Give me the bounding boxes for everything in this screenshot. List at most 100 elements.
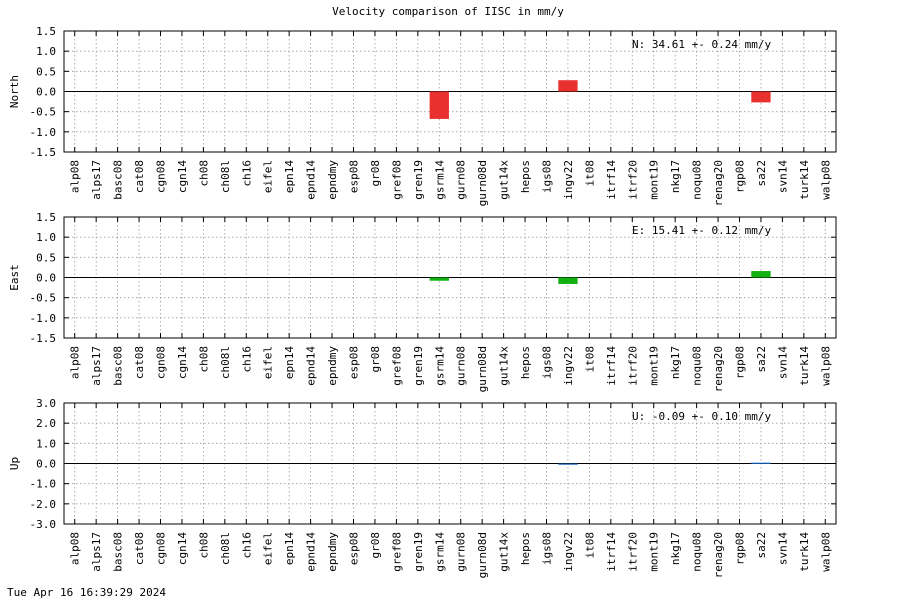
x-tick-label: nkg17 <box>669 160 682 193</box>
x-tick-label: cgn08 <box>155 160 168 193</box>
x-tick-label: it08 <box>583 346 596 373</box>
velocity-annotation: N: 34.61 +- 0.24 mm/y <box>632 38 771 51</box>
x-tick-label: alps17 <box>90 532 103 572</box>
x-tick-label: basc08 <box>112 532 125 572</box>
x-tick-label: renag20 <box>712 346 725 392</box>
x-tick-label: epn14 <box>283 346 296 379</box>
x-tick-label: sa22 <box>755 160 768 187</box>
y-tick-label: 0.0 <box>36 458 56 471</box>
x-tick-label: gref08 <box>390 532 403 572</box>
x-tick-label: sa22 <box>755 346 768 373</box>
x-tick-label: walp08 <box>819 532 832 572</box>
y-tick-label: 1.5 <box>36 211 56 224</box>
x-tick-label: rgp08 <box>734 160 747 193</box>
x-tick-label: gurn08 <box>455 346 468 386</box>
x-tick-label: svn14 <box>776 532 789 565</box>
x-tick-label: cgn14 <box>176 532 189 565</box>
y-axis-label: North <box>8 75 21 108</box>
x-tick-label: hepos <box>519 346 532 379</box>
bar-ingv22 <box>558 80 578 92</box>
x-tick-label: itrf20 <box>626 160 639 200</box>
x-tick-label: gsrm14 <box>433 532 446 572</box>
x-tick-label: epn14 <box>283 532 296 565</box>
chart-title: Velocity comparison of IISC in mm/y <box>332 5 564 18</box>
y-tick-label: 1.0 <box>36 45 56 58</box>
bar-ingv22 <box>558 463 578 465</box>
x-tick-label: cat08 <box>133 346 146 379</box>
y-tick-label: 2.0 <box>36 417 56 430</box>
x-tick-label: gut14x <box>498 160 511 200</box>
y-tick-label: 1.0 <box>36 231 56 244</box>
x-tick-label: rgp08 <box>734 532 747 565</box>
x-tick-label: ingv22 <box>562 346 575 386</box>
x-tick-label: itrf20 <box>626 532 639 572</box>
x-tick-label: alp08 <box>69 346 82 379</box>
x-tick-label: epndmy <box>326 346 339 386</box>
x-tick-label: ingv22 <box>562 532 575 572</box>
y-axis-label: East <box>8 264 21 291</box>
x-tick-label: eifel <box>262 346 275 379</box>
plot-frame <box>63 402 837 525</box>
x-tick-label: walp08 <box>819 160 832 200</box>
y-tick-label: -1.5 <box>30 332 57 345</box>
x-tick-label: epn14 <box>283 160 296 193</box>
x-tick-label: ch08l <box>219 160 232 193</box>
x-tick-label: gut14x <box>498 532 511 572</box>
x-tick-label: hepos <box>519 160 532 193</box>
x-tick-label: gut14x <box>498 346 511 386</box>
x-tick-label: ch16 <box>240 160 253 187</box>
x-tick-label: cgn14 <box>176 346 189 379</box>
x-tick-label: svn14 <box>776 346 789 379</box>
x-tick-label: gren19 <box>412 532 425 572</box>
x-tick-label: gren19 <box>412 346 425 386</box>
x-tick-label: ch08 <box>197 160 210 187</box>
x-tick-label: noqu08 <box>691 160 704 200</box>
x-tick-label: ch08l <box>219 532 232 565</box>
x-tick-label: renag20 <box>712 160 725 206</box>
x-tick-label: itrf14 <box>605 346 618 386</box>
y-tick-label: 1.5 <box>36 25 56 38</box>
bar-ingv22 <box>558 277 578 284</box>
x-tick-label: cgn08 <box>155 346 168 379</box>
x-tick-label: cat08 <box>133 532 146 565</box>
x-tick-label: itrf14 <box>605 532 618 572</box>
x-tick-label: sa22 <box>755 532 768 559</box>
y-tick-label: 0.5 <box>36 251 56 264</box>
y-tick-label: -1.0 <box>30 312 57 325</box>
x-tick-label: ch16 <box>240 532 253 559</box>
bar-sa22 <box>751 91 771 103</box>
x-tick-label: gref08 <box>390 346 403 386</box>
y-tick-label: -3.0 <box>30 518 57 531</box>
x-tick-label: esp08 <box>348 532 361 565</box>
x-tick-label: nkg17 <box>669 532 682 565</box>
x-tick-label: esp08 <box>348 346 361 379</box>
y-tick-label: -2.0 <box>30 498 57 511</box>
timestamp: Tue Apr 16 16:39:29 2024 <box>7 586 166 599</box>
x-tick-label: gr08 <box>369 346 382 373</box>
x-tick-label: renag20 <box>712 532 725 578</box>
x-tick-label: ch08 <box>197 532 210 559</box>
x-tick-label: walp08 <box>819 346 832 386</box>
x-tick-label: igs08 <box>541 346 554 379</box>
x-tick-label: ingv22 <box>562 160 575 200</box>
x-tick-label: ch16 <box>240 346 253 373</box>
y-tick-label: -1.0 <box>30 478 57 491</box>
x-tick-label: itrf14 <box>605 160 618 200</box>
x-tick-label: epnd14 <box>305 160 318 200</box>
y-tick-label: -1.5 <box>30 146 57 159</box>
x-tick-label: alp08 <box>69 160 82 193</box>
x-tick-label: gr08 <box>369 532 382 559</box>
x-tick-label: esp08 <box>348 160 361 193</box>
y-tick-label: -0.5 <box>30 106 57 119</box>
x-tick-label: gurn08 <box>455 532 468 572</box>
x-tick-label: svn14 <box>776 160 789 193</box>
x-tick-label: mont19 <box>648 346 661 386</box>
y-tick-label: 0.5 <box>36 65 56 78</box>
x-tick-label: gsrm14 <box>433 160 446 200</box>
y-tick-label: 1.0 <box>36 437 56 450</box>
x-tick-label: gsrm14 <box>433 346 446 386</box>
x-tick-label: epndmy <box>326 160 339 200</box>
x-tick-label: alps17 <box>90 346 103 386</box>
x-tick-label: nkg17 <box>669 346 682 379</box>
